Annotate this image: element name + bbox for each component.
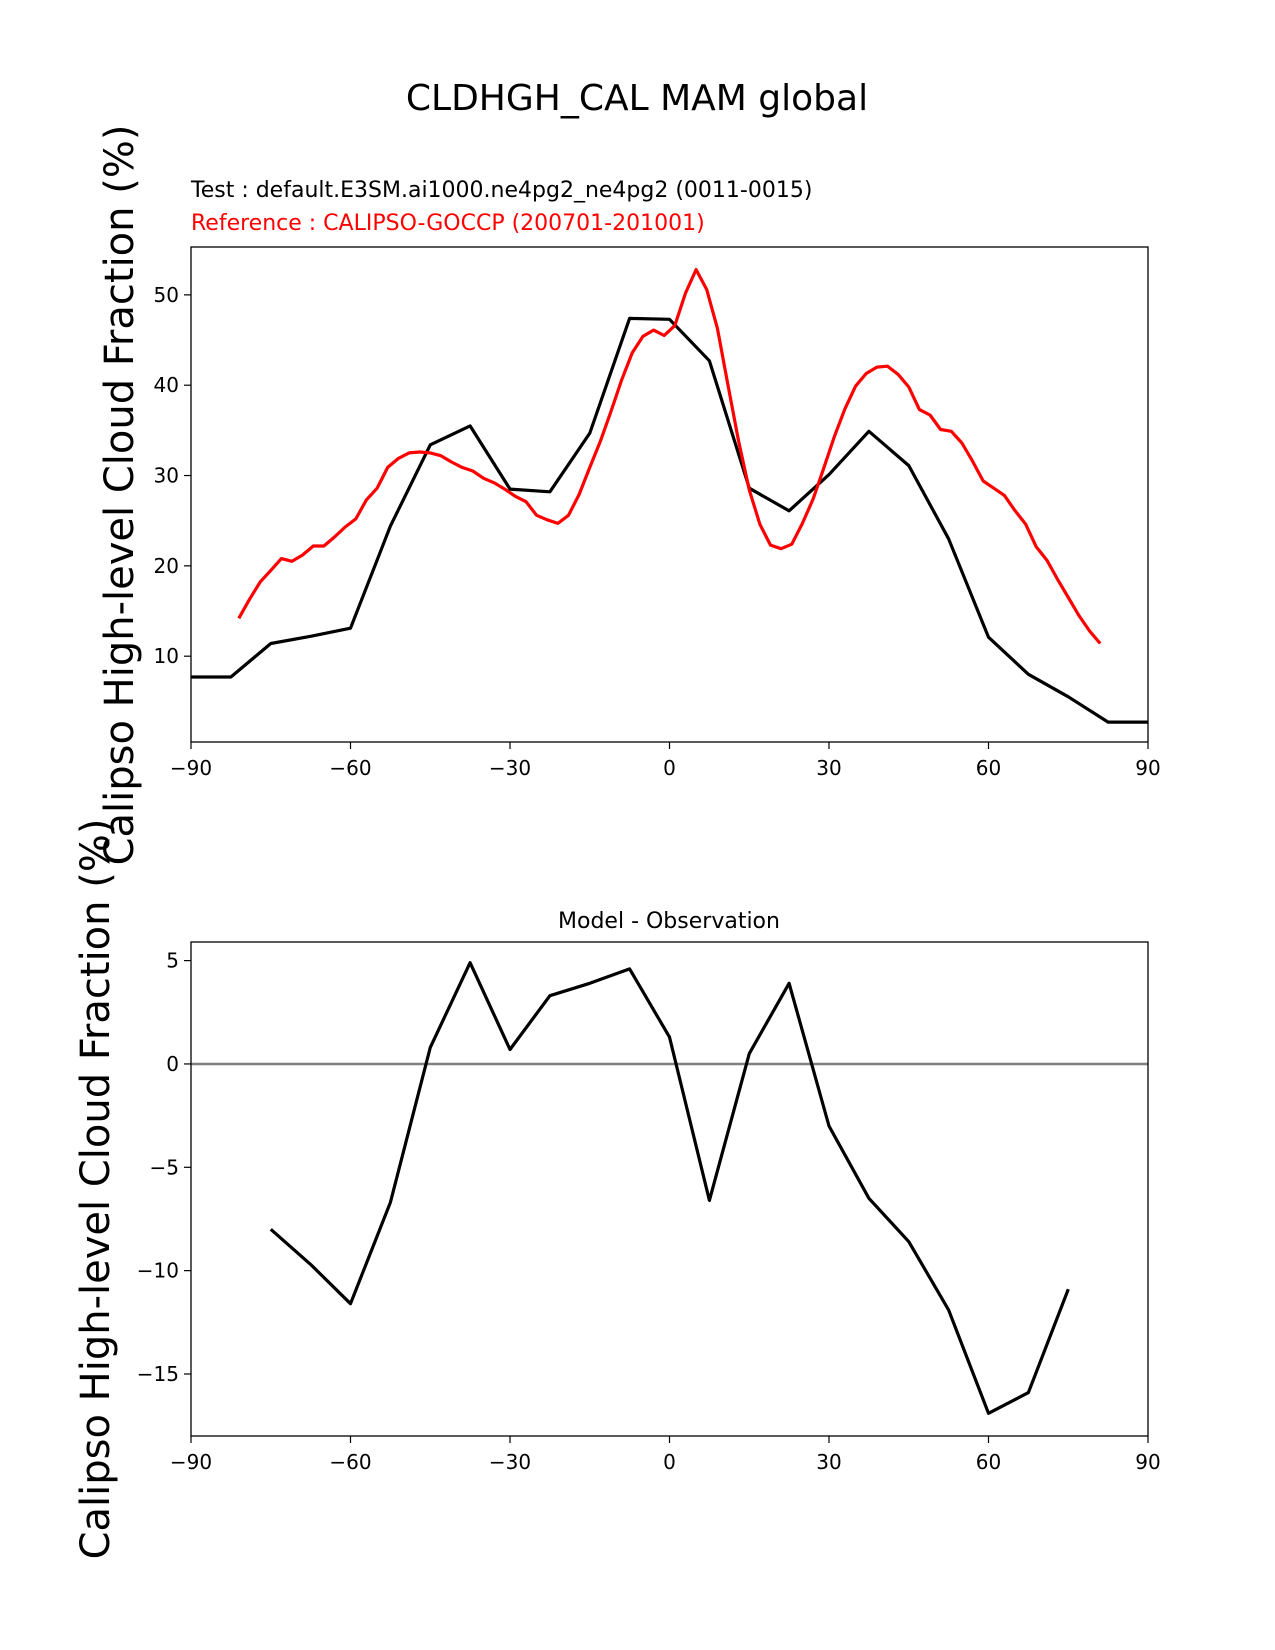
bottom-x-tick-label: −90 (170, 1450, 212, 1474)
top-panel: Test : default.E3SM.ai1000.ne4pg2_ne4pg2… (97, 125, 1161, 866)
top-x-tick-label: 90 (1135, 756, 1160, 780)
bottom-y-tick-label: 0 (166, 1052, 179, 1076)
top-x-tick-label: 0 (663, 756, 676, 780)
bottom-y-tick-label: −15 (137, 1362, 179, 1386)
bottom-x-tick-label: 30 (816, 1450, 841, 1474)
bottom-y-tick-label: −5 (150, 1155, 179, 1179)
top-plot-frame (190, 246, 1149, 743)
bottom-y-axis-label: Calipso High-level Cloud Fraction (%) (73, 819, 119, 1560)
top-x-tick-label: 60 (976, 756, 1001, 780)
top-x-tick-label: −60 (329, 756, 371, 780)
bottom-series-lines (191, 961, 1148, 1415)
top-x-tick-label: −90 (170, 756, 212, 780)
top-x-tick-label: −30 (489, 756, 531, 780)
bottom-x-tick-label: 0 (663, 1450, 676, 1474)
bottom-x-tick-label: −30 (489, 1450, 531, 1474)
top-reference-line (237, 268, 1102, 645)
top-y-tick-label: 10 (154, 644, 179, 668)
reference-label: Reference : CALIPSO-GOCCP (200701-201001… (191, 211, 705, 236)
top-y-tick-label: 40 (154, 373, 179, 397)
bottom-y-tick-label: −10 (137, 1259, 179, 1283)
top-axis-ticks: −90 −60 −30 0 30 60 90 10 20 30 40 50 (154, 283, 1161, 780)
top-x-tick-label: 30 (816, 756, 841, 780)
bottom-plot-frame (190, 941, 1149, 1437)
bottom-diff-line (269, 961, 1070, 1415)
top-series-lines (191, 268, 1148, 724)
test-label: Test : default.E3SM.ai1000.ne4pg2_ne4pg2… (190, 178, 812, 203)
bottom-x-tick-label: −60 (329, 1450, 371, 1474)
bottom-x-tick-label: 90 (1135, 1450, 1160, 1474)
difference-title: Model - Observation (558, 909, 780, 934)
top-y-tick-label: 50 (154, 283, 179, 307)
top-y-tick-label: 30 (154, 464, 179, 488)
bottom-axis-ticks: −90 −60 −30 0 30 60 90 −15 −10 −5 0 5 (137, 949, 1161, 1474)
bottom-x-tick-label: 60 (976, 1450, 1001, 1474)
top-y-tick-label: 20 (154, 554, 179, 578)
bottom-y-tick-label: 5 (166, 949, 179, 973)
top-y-axis-label: Calipso High-level Cloud Fraction (%) (97, 125, 143, 866)
figure-title: CLDHGH_CAL MAM global (406, 78, 868, 119)
top-test-line (191, 316, 1148, 724)
bottom-panel: Model - Observation −90 −60 −30 0 30 60 90−15−… (73, 819, 1161, 1560)
